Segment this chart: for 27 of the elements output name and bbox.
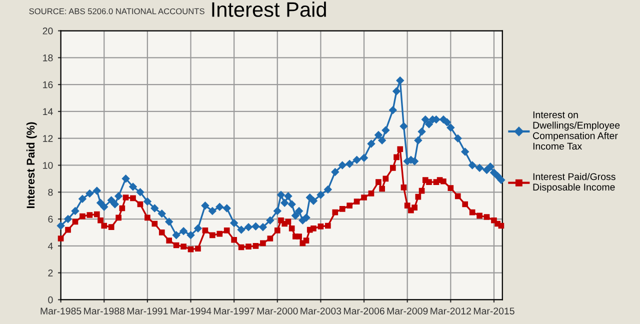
y-tick-label: 16 — [43, 81, 53, 88]
x-tick-label: Mar-1991 — [127, 308, 168, 314]
x-tick-label: Mar-2012 — [430, 308, 471, 314]
source-note: SOURCE: ABS 5206.0 NATIONAL ACCOUNTS — [29, 8, 204, 14]
y-tick-label: 0 — [48, 296, 53, 304]
legend-label: Interest on Dwellings/Employee Compensation After Income Tax — [533, 111, 620, 150]
y-axis-title: Interest Paid (%) — [26, 122, 37, 208]
y-tick-label: 14 — [43, 108, 53, 115]
y-tick-label: 18 — [43, 54, 53, 62]
chart-title: Interest Paid — [212, 2, 326, 17]
x-tick-label: Mar-1985 — [40, 308, 82, 314]
legend-label: Interest Paid/Gross Disposable Income — [533, 172, 616, 192]
y-tick-label: 12 — [43, 135, 53, 142]
x-tick-label: Mar-1988 — [84, 308, 124, 314]
y-tick-label: 4 — [48, 242, 53, 250]
y-tick-label: 2 — [48, 270, 53, 276]
x-tick-label: Mar-2000 — [257, 308, 298, 314]
y-tick-label: 8 — [48, 188, 53, 196]
x-tick-label: Mar-2006 — [344, 308, 384, 314]
x-tick-label: Mar-2009 — [387, 308, 428, 314]
y-tick-label: 6 — [48, 216, 53, 223]
x-tick-label: Mar-1994 — [170, 308, 212, 314]
x-tick-label: Mar-1997 — [214, 308, 254, 314]
x-tick-label: Mar-2015 — [474, 308, 514, 314]
y-tick-label: 10 — [43, 162, 53, 169]
x-tick-label: Mar-2003 — [300, 308, 342, 314]
y-tick-label: 20 — [42, 28, 53, 34]
